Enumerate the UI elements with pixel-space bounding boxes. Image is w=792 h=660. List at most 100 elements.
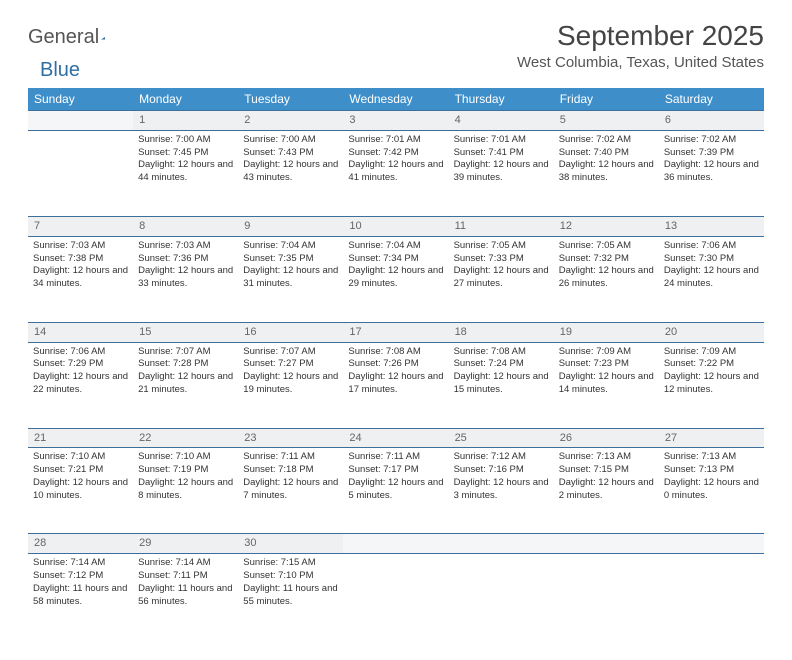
day-cell: Sunrise: 7:10 AMSunset: 7:19 PMDaylight:…	[133, 448, 238, 534]
sunrise-line: Sunrise: 7:09 AM	[664, 346, 759, 359]
logo-triangle-icon	[101, 30, 105, 46]
day-number-cell: 26	[554, 428, 659, 448]
sunset-line: Sunset: 7:28 PM	[138, 358, 233, 371]
day-number-cell: 9	[238, 216, 343, 236]
day-cell: Sunrise: 7:06 AMSunset: 7:30 PMDaylight:…	[659, 236, 764, 322]
day-cell: Sunrise: 7:09 AMSunset: 7:23 PMDaylight:…	[554, 342, 659, 428]
day-cell: Sunrise: 7:02 AMSunset: 7:40 PMDaylight:…	[554, 130, 659, 216]
day-number-cell: 10	[343, 216, 448, 236]
sunset-line: Sunset: 7:15 PM	[559, 464, 654, 477]
sunrise-line: Sunrise: 7:02 AM	[664, 134, 759, 147]
day-number-cell: 22	[133, 428, 238, 448]
daylight-line: Daylight: 12 hours and 36 minutes.	[664, 159, 759, 185]
day-cell: Sunrise: 7:12 AMSunset: 7:16 PMDaylight:…	[449, 448, 554, 534]
daylight-line: Daylight: 12 hours and 5 minutes.	[348, 477, 443, 503]
daylight-line: Daylight: 12 hours and 0 minutes.	[664, 477, 759, 503]
day-number-cell: 20	[659, 322, 764, 342]
sunset-line: Sunset: 7:42 PM	[348, 147, 443, 160]
daylight-line: Daylight: 12 hours and 34 minutes.	[33, 265, 128, 291]
day-cell: Sunrise: 7:01 AMSunset: 7:42 PMDaylight:…	[343, 130, 448, 216]
sunset-line: Sunset: 7:36 PM	[138, 253, 233, 266]
sunset-line: Sunset: 7:23 PM	[559, 358, 654, 371]
day-cell: Sunrise: 7:08 AMSunset: 7:24 PMDaylight:…	[449, 342, 554, 428]
daylight-line: Daylight: 12 hours and 22 minutes.	[33, 371, 128, 397]
day-number-cell: 3	[343, 111, 448, 131]
day-cell: Sunrise: 7:07 AMSunset: 7:28 PMDaylight:…	[133, 342, 238, 428]
daylight-line: Daylight: 12 hours and 26 minutes.	[559, 265, 654, 291]
sunrise-line: Sunrise: 7:02 AM	[559, 134, 654, 147]
sunset-line: Sunset: 7:40 PM	[559, 147, 654, 160]
daylight-line: Daylight: 12 hours and 44 minutes.	[138, 159, 233, 185]
day-number-cell	[554, 534, 659, 554]
day-number-cell: 8	[133, 216, 238, 236]
daylight-line: Daylight: 12 hours and 17 minutes.	[348, 371, 443, 397]
calendar-table: SundayMondayTuesdayWednesdayThursdayFrid…	[28, 88, 764, 640]
day-number-cell: 19	[554, 322, 659, 342]
daylight-line: Daylight: 12 hours and 14 minutes.	[559, 371, 654, 397]
sunrise-line: Sunrise: 7:13 AM	[559, 451, 654, 464]
sunrise-line: Sunrise: 7:15 AM	[243, 557, 338, 570]
day-number-cell	[28, 111, 133, 131]
sunrise-line: Sunrise: 7:06 AM	[33, 346, 128, 359]
daylight-line: Daylight: 12 hours and 33 minutes.	[138, 265, 233, 291]
day-cell: Sunrise: 7:06 AMSunset: 7:29 PMDaylight:…	[28, 342, 133, 428]
day-cell: Sunrise: 7:08 AMSunset: 7:26 PMDaylight:…	[343, 342, 448, 428]
sunset-line: Sunset: 7:27 PM	[243, 358, 338, 371]
day-cell: Sunrise: 7:00 AMSunset: 7:45 PMDaylight:…	[133, 130, 238, 216]
week-row: Sunrise: 7:00 AMSunset: 7:45 PMDaylight:…	[28, 130, 764, 216]
day-number-cell: 1	[133, 111, 238, 131]
daylight-line: Daylight: 11 hours and 58 minutes.	[33, 583, 128, 609]
day-cell: Sunrise: 7:09 AMSunset: 7:22 PMDaylight:…	[659, 342, 764, 428]
sunrise-line: Sunrise: 7:05 AM	[454, 240, 549, 253]
sunrise-line: Sunrise: 7:13 AM	[664, 451, 759, 464]
day-cell: Sunrise: 7:15 AMSunset: 7:10 PMDaylight:…	[238, 554, 343, 640]
daylight-line: Daylight: 11 hours and 56 minutes.	[138, 583, 233, 609]
sunrise-line: Sunrise: 7:03 AM	[138, 240, 233, 253]
daylight-line: Daylight: 12 hours and 19 minutes.	[243, 371, 338, 397]
day-cell: Sunrise: 7:03 AMSunset: 7:36 PMDaylight:…	[133, 236, 238, 322]
sunset-line: Sunset: 7:19 PM	[138, 464, 233, 477]
day-number-cell: 5	[554, 111, 659, 131]
day-header: Monday	[133, 88, 238, 111]
sunset-line: Sunset: 7:34 PM	[348, 253, 443, 266]
sunrise-line: Sunrise: 7:04 AM	[348, 240, 443, 253]
sunrise-line: Sunrise: 7:14 AM	[33, 557, 128, 570]
sunrise-line: Sunrise: 7:07 AM	[243, 346, 338, 359]
sunrise-line: Sunrise: 7:14 AM	[138, 557, 233, 570]
sunset-line: Sunset: 7:21 PM	[33, 464, 128, 477]
sunset-line: Sunset: 7:22 PM	[664, 358, 759, 371]
day-cell	[449, 554, 554, 640]
sunrise-line: Sunrise: 7:06 AM	[664, 240, 759, 253]
day-number-cell: 15	[133, 322, 238, 342]
day-cell: Sunrise: 7:04 AMSunset: 7:35 PMDaylight:…	[238, 236, 343, 322]
daylight-line: Daylight: 12 hours and 15 minutes.	[454, 371, 549, 397]
day-cell	[659, 554, 764, 640]
sunset-line: Sunset: 7:41 PM	[454, 147, 549, 160]
sunset-line: Sunset: 7:39 PM	[664, 147, 759, 160]
day-number-cell: 12	[554, 216, 659, 236]
week-row: Sunrise: 7:14 AMSunset: 7:12 PMDaylight:…	[28, 554, 764, 640]
day-header: Thursday	[449, 88, 554, 111]
sunrise-line: Sunrise: 7:00 AM	[138, 134, 233, 147]
day-header: Wednesday	[343, 88, 448, 111]
day-cell: Sunrise: 7:01 AMSunset: 7:41 PMDaylight:…	[449, 130, 554, 216]
day-cell: Sunrise: 7:13 AMSunset: 7:13 PMDaylight:…	[659, 448, 764, 534]
daylight-line: Daylight: 12 hours and 43 minutes.	[243, 159, 338, 185]
day-number-cell: 27	[659, 428, 764, 448]
day-header-row: SundayMondayTuesdayWednesdayThursdayFrid…	[28, 88, 764, 111]
day-cell: Sunrise: 7:14 AMSunset: 7:12 PMDaylight:…	[28, 554, 133, 640]
day-number-cell	[659, 534, 764, 554]
daylight-line: Daylight: 12 hours and 38 minutes.	[559, 159, 654, 185]
day-header: Friday	[554, 88, 659, 111]
daylight-line: Daylight: 11 hours and 55 minutes.	[243, 583, 338, 609]
sunset-line: Sunset: 7:30 PM	[664, 253, 759, 266]
sunset-line: Sunset: 7:33 PM	[454, 253, 549, 266]
day-cell: Sunrise: 7:00 AMSunset: 7:43 PMDaylight:…	[238, 130, 343, 216]
logo-text-general: General	[28, 26, 99, 49]
sunrise-line: Sunrise: 7:01 AM	[348, 134, 443, 147]
day-header: Tuesday	[238, 88, 343, 111]
sunset-line: Sunset: 7:35 PM	[243, 253, 338, 266]
sunrise-line: Sunrise: 7:01 AM	[454, 134, 549, 147]
day-cell	[554, 554, 659, 640]
daylight-line: Daylight: 12 hours and 10 minutes.	[33, 477, 128, 503]
